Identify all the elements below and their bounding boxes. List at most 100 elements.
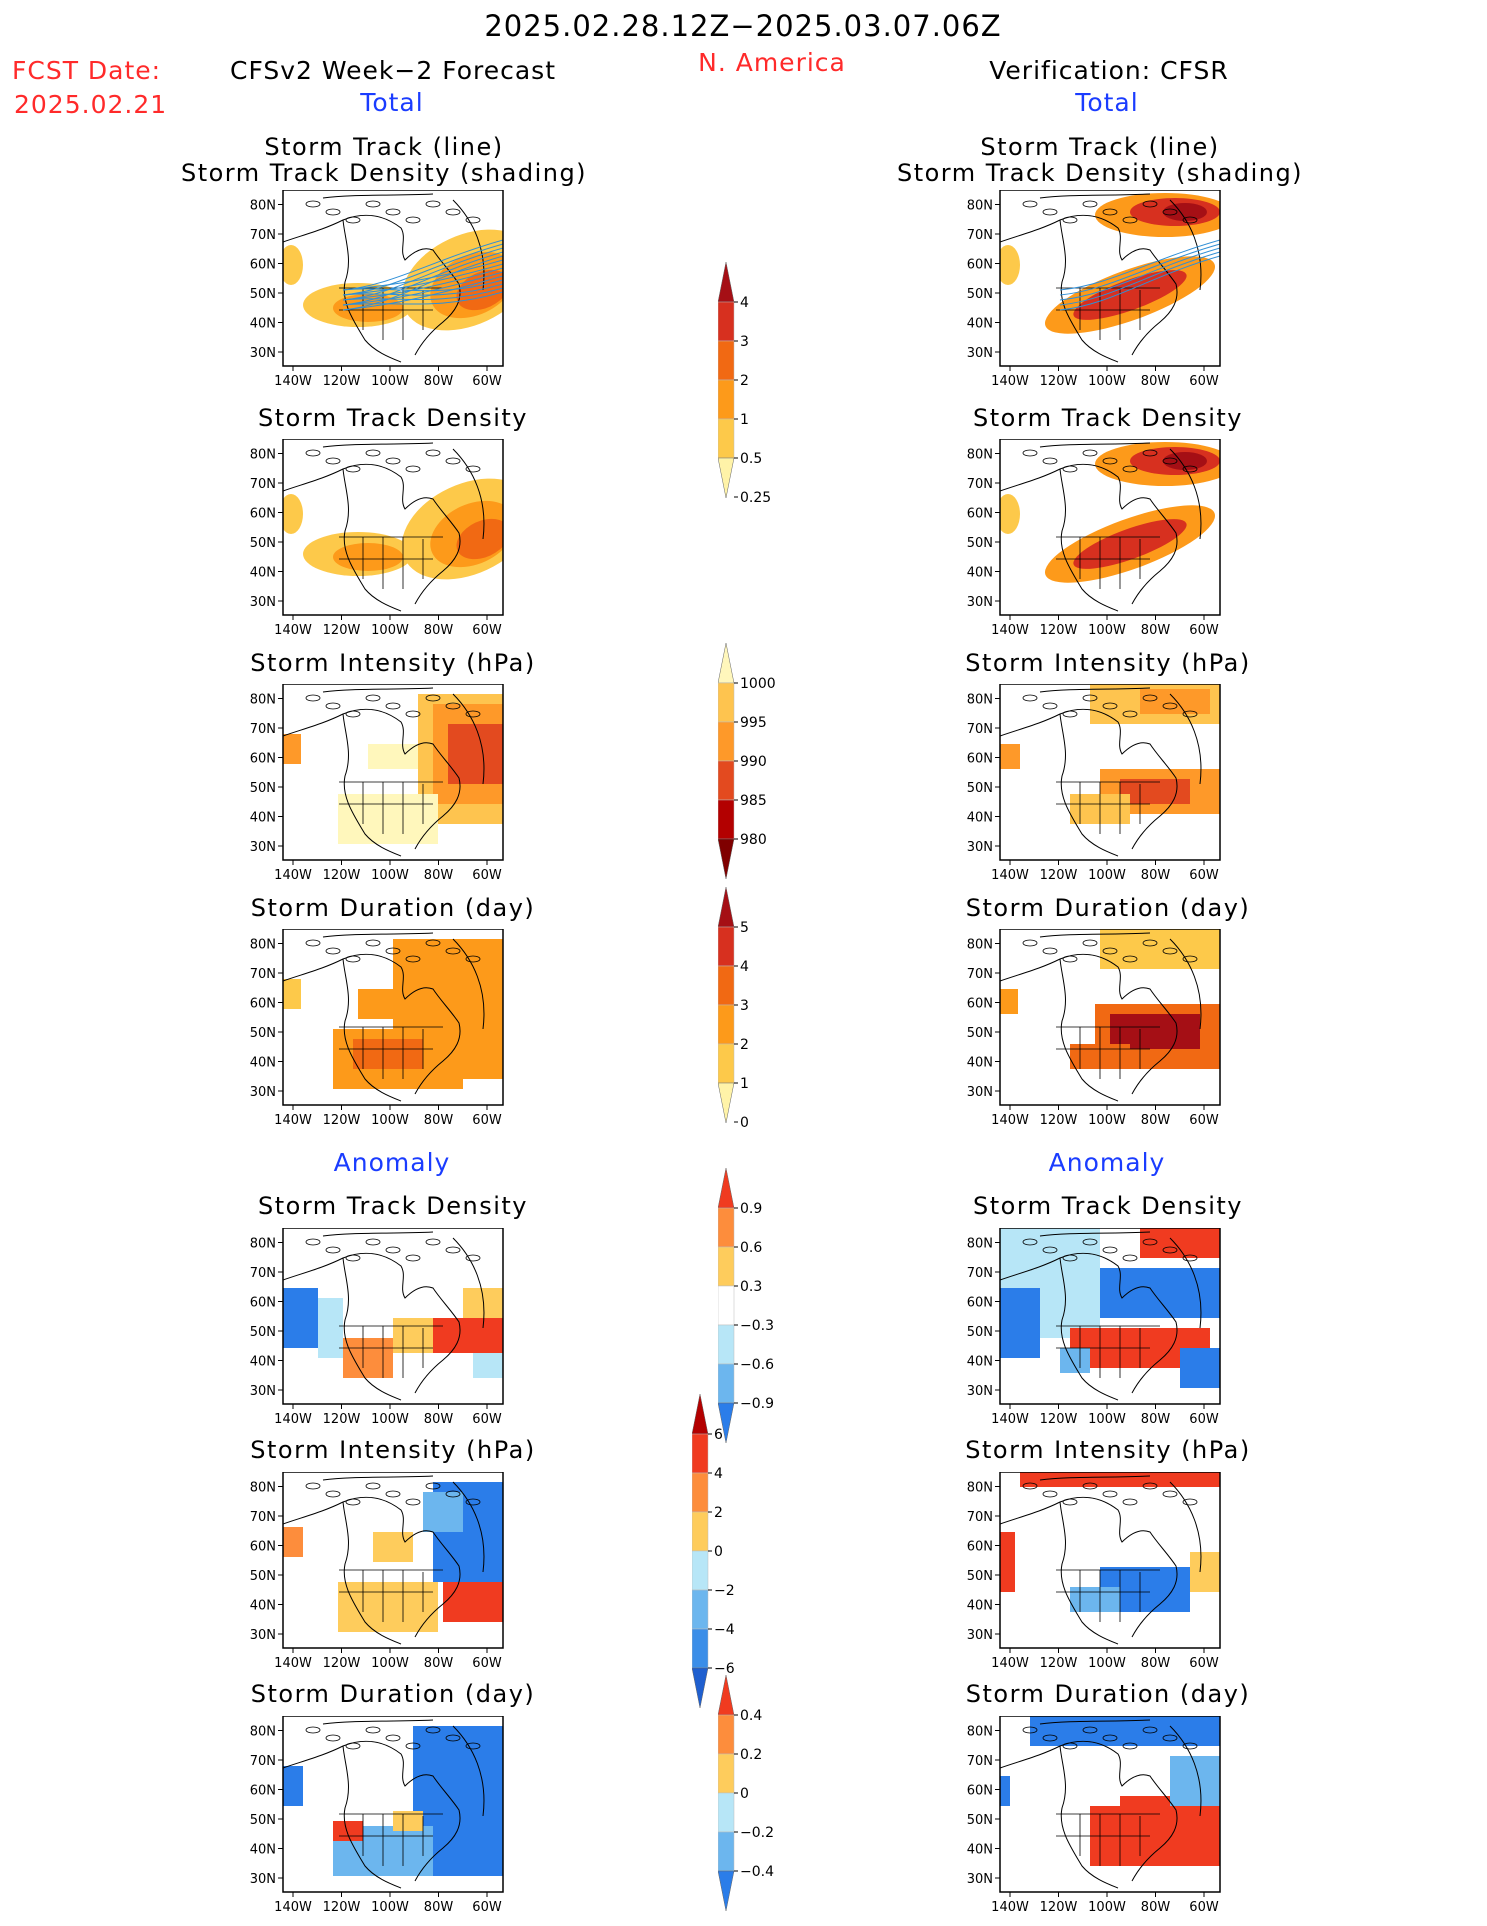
- lat-tick-label: 70N: [967, 1510, 993, 1525]
- lat-tick-label: 30N: [250, 840, 276, 855]
- lon-tick-label: 100W: [371, 1900, 409, 1915]
- colorbar-label: −2: [714, 1583, 735, 1599]
- lat-tick-label: 70N: [967, 228, 993, 243]
- colorbar-label: 0.3: [740, 1279, 762, 1295]
- lon-tick-label: 100W: [1088, 868, 1126, 883]
- lat-tick-label: 70N: [967, 1266, 993, 1281]
- colorbar-label: 5: [740, 920, 749, 936]
- lat-tick-label: 80N: [967, 1725, 993, 1740]
- colorbar-intensity_anom: 6 4 2 0 −2 −4 −6: [691, 1393, 762, 1716]
- lat-tick-label: 70N: [967, 967, 993, 982]
- lat-tick-label: 40N: [250, 317, 276, 332]
- colorbar-label: 4: [714, 1466, 723, 1482]
- anomaly-label-left: Anomaly: [333, 1148, 451, 1177]
- colorbar-duration_anom: 0.4 0.2 0 −0.2 −0.4: [717, 1674, 788, 1919]
- map-plot: 30N 40N 50N 60N 70N 80N 140W 120W 100W 80W 60W: [967, 189, 1221, 389]
- lon-tick-label: 80W: [424, 868, 454, 883]
- lat-tick-label: 30N: [967, 346, 993, 361]
- lat-tick-label: 60N: [967, 1784, 993, 1799]
- lat-tick-label: 50N: [250, 1569, 276, 1584]
- verification-map-panel: 30N 40N 50N 60N 70N 80N 140W 120W 100W 80W 60W: [955, 1227, 1235, 1438]
- lon-tick-label: 80W: [424, 1412, 454, 1427]
- map-plot: 30N 40N 50N 60N 70N 80N 140W 120W 100W 80W 60W: [967, 1227, 1221, 1427]
- lon-tick-label: 100W: [371, 1113, 409, 1128]
- lat-tick-label: 60N: [967, 997, 993, 1012]
- lon-tick-label: 140W: [274, 623, 312, 638]
- colorbar-label: −4: [714, 1622, 735, 1638]
- lat-tick-label: 60N: [967, 1296, 993, 1311]
- lat-tick-label: 80N: [250, 938, 276, 953]
- lon-tick-label: 100W: [371, 374, 409, 389]
- lon-tick-label: 140W: [274, 374, 312, 389]
- lon-tick-label: 120W: [323, 623, 361, 638]
- verification-map-panel: 30N 40N 50N 60N 70N 80N 140W 120W 100W 80W 60W: [955, 1471, 1235, 1682]
- colorbar-label: 4: [740, 959, 749, 975]
- total-label-right: Total: [1075, 88, 1139, 117]
- colorbar-label: 980: [740, 832, 767, 848]
- colorbar-label: 2: [740, 373, 749, 389]
- verification-map-panel: 30N 40N 50N 60N 70N 80N 140W 120W 100W 80W 60W: [955, 683, 1235, 894]
- colorbar-label: 0.9: [740, 1201, 762, 1217]
- lat-tick-label: 30N: [250, 1628, 276, 1643]
- fcst-date-label: FCST Date:: [12, 56, 162, 85]
- lon-tick-label: 140W: [991, 1900, 1029, 1915]
- lat-tick-label: 50N: [967, 781, 993, 796]
- lon-tick-label: 60W: [1189, 623, 1219, 638]
- lat-tick-label: 70N: [250, 967, 276, 982]
- colorbar-density_total: 4 3 2 1 0.5 0.25: [717, 261, 788, 506]
- lat-tick-label: 80N: [967, 199, 993, 214]
- lat-tick-label: 80N: [250, 448, 276, 463]
- colorbar-label: 0.25: [740, 490, 771, 502]
- page-title: 2025.02.28.12Z−2025.03.07.06Z: [484, 9, 1002, 43]
- lon-tick-label: 80W: [424, 1113, 454, 1128]
- map-plot: 30N 40N 50N 60N 70N 80N 140W 120W 100W 80W 60W: [967, 683, 1221, 883]
- colorbar-intensity_total: 1000 995 990 985 980: [717, 642, 788, 887]
- lat-tick-label: 30N: [967, 1384, 993, 1399]
- lat-tick-label: 70N: [250, 1510, 276, 1525]
- lat-tick-label: 80N: [250, 1725, 276, 1740]
- lat-tick-label: 80N: [250, 1481, 276, 1496]
- lat-tick-label: 40N: [967, 1599, 993, 1614]
- lat-tick-label: 30N: [967, 1085, 993, 1100]
- map-plot: 30N 40N 50N 60N 70N 80N 140W 120W 100W 80W 60W: [250, 1227, 504, 1427]
- lon-tick-label: 140W: [274, 1900, 312, 1915]
- lat-tick-label: 50N: [967, 287, 993, 302]
- lat-tick-label: 50N: [967, 1026, 993, 1041]
- lon-tick-label: 120W: [1040, 374, 1078, 389]
- panel-title: Storm Track Density: [258, 1192, 528, 1220]
- lon-tick-label: 60W: [1189, 1113, 1219, 1128]
- colorbar-label: 1: [740, 412, 749, 428]
- lon-tick-label: 60W: [1189, 1656, 1219, 1671]
- lon-tick-label: 100W: [371, 1412, 409, 1427]
- lon-tick-label: 100W: [1088, 1900, 1126, 1915]
- panel-title: Storm Track Density: [973, 1192, 1243, 1220]
- colorbar-density_anom: 0.9 0.6 0.3 −0.3 −0.6 −0.9: [717, 1167, 788, 1451]
- lat-tick-label: 70N: [250, 722, 276, 737]
- lon-tick-label: 60W: [1189, 868, 1219, 883]
- lon-tick-label: 100W: [1088, 1412, 1126, 1427]
- lon-tick-label: 120W: [323, 374, 361, 389]
- lon-tick-label: 100W: [1088, 623, 1126, 638]
- lat-tick-label: 80N: [967, 693, 993, 708]
- forecast-map-panel: 30N 40N 50N 60N 70N 80N 140W 120W 100W 80W 60W: [238, 1471, 518, 1682]
- lon-tick-label: 120W: [323, 1113, 361, 1128]
- lon-tick-label: 100W: [371, 868, 409, 883]
- lon-tick-label: 100W: [371, 623, 409, 638]
- lat-tick-label: 70N: [250, 477, 276, 492]
- colorbar-label: 0.5: [740, 451, 762, 467]
- panel-title: Storm Track Density (shading): [180, 159, 588, 187]
- lat-tick-label: 30N: [967, 1628, 993, 1643]
- lon-tick-label: 80W: [424, 623, 454, 638]
- lat-tick-label: 30N: [967, 1872, 993, 1887]
- map-plot: 30N 40N 50N 60N 70N 80N 140W 120W 100W 80W 60W: [250, 1715, 504, 1915]
- lon-tick-label: 80W: [1141, 623, 1171, 638]
- lon-tick-label: 120W: [1040, 623, 1078, 638]
- map-plot: 30N 40N 50N 60N 70N 80N 140W 120W 100W 80W 60W: [250, 683, 504, 883]
- lat-tick-label: 40N: [967, 566, 993, 581]
- forecast-heading: CFSv2 Week−2 Forecast: [230, 56, 556, 85]
- colorbar-label: 4: [740, 295, 749, 311]
- lat-tick-label: 40N: [967, 811, 993, 826]
- lat-tick-label: 70N: [967, 477, 993, 492]
- verification-map-panel: 30N 40N 50N 60N 70N 80N 140W 120W 100W 80W 60W: [955, 1715, 1235, 1926]
- lat-tick-label: 80N: [967, 448, 993, 463]
